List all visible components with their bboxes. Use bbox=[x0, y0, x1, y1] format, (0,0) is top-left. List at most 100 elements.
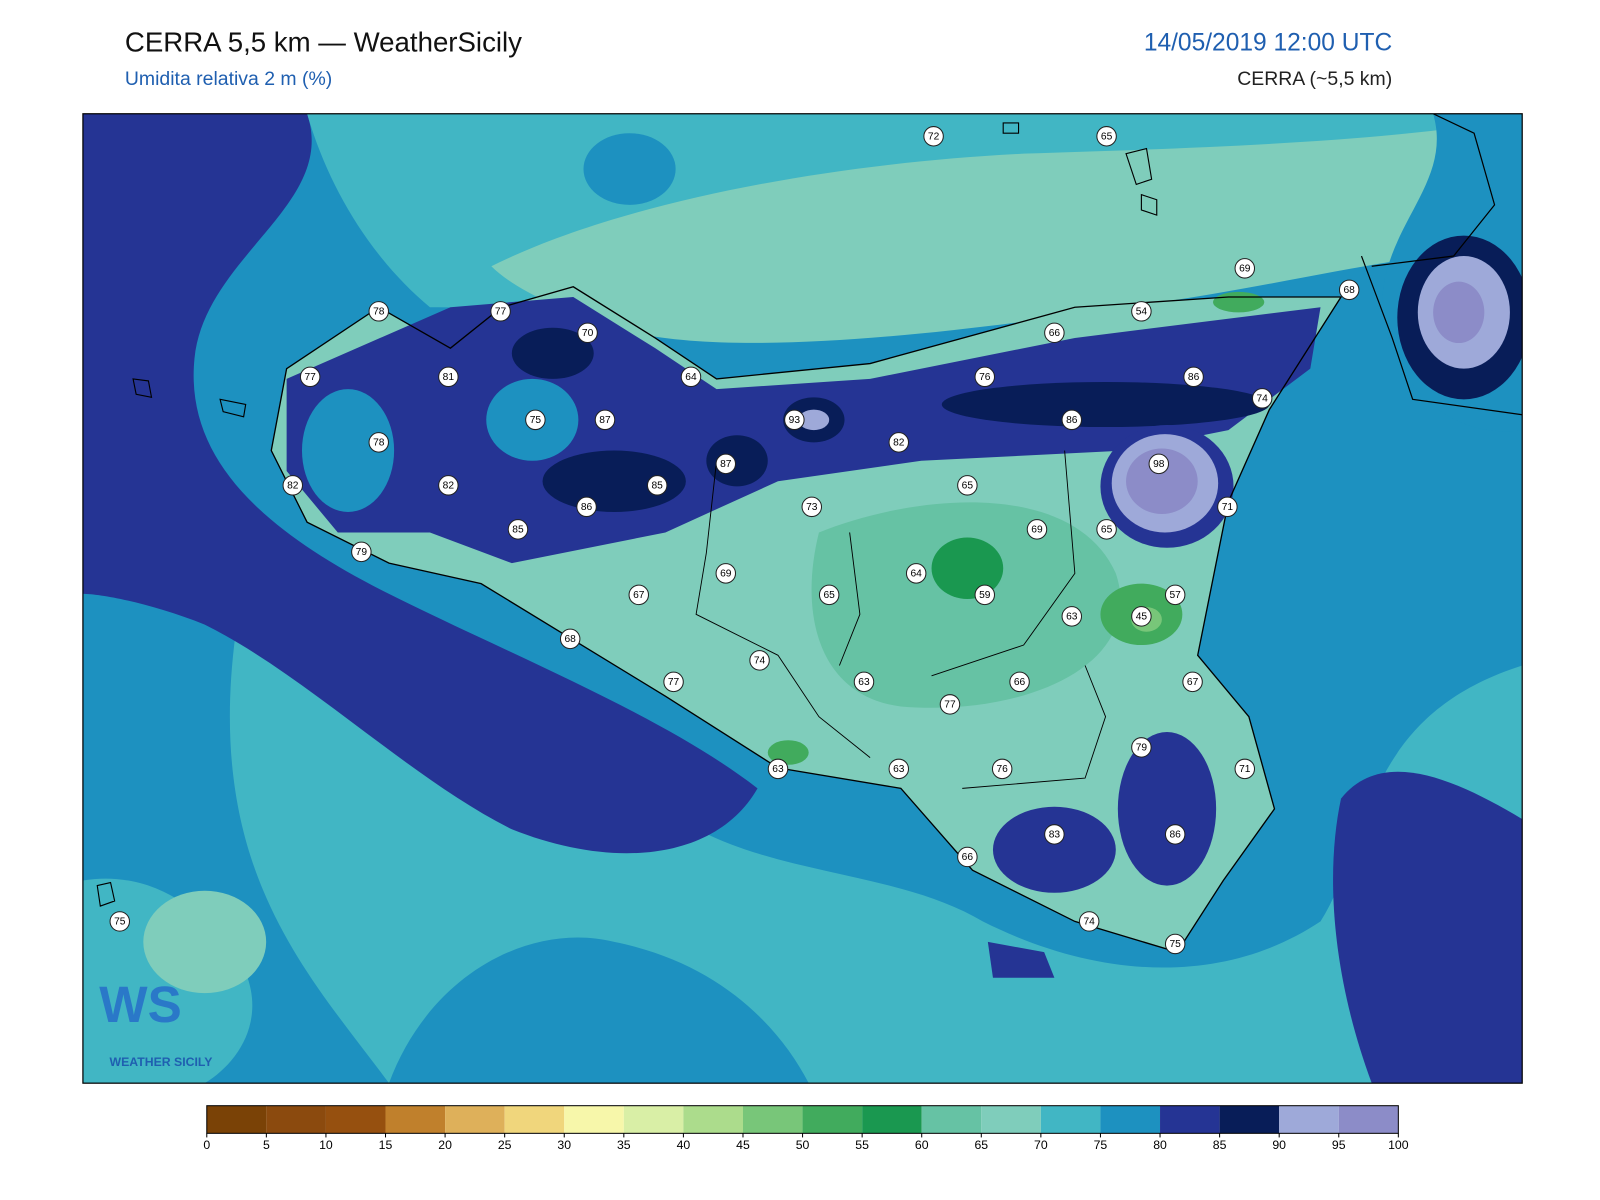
colorbar-segment bbox=[504, 1105, 565, 1134]
colorbar-segment bbox=[981, 1105, 1041, 1134]
station-value: 66 bbox=[1049, 328, 1061, 339]
station-marker bbox=[109, 911, 131, 932]
station-value: 74 bbox=[1257, 394, 1269, 405]
station-marker bbox=[939, 694, 961, 715]
island-outline bbox=[96, 122, 1158, 907]
station-marker bbox=[767, 758, 789, 780]
station-marker bbox=[749, 650, 770, 671]
colorbar-tick-label: 30 bbox=[557, 1138, 571, 1152]
field-80-85 bbox=[1333, 771, 1523, 1084]
station-value: 82 bbox=[287, 481, 299, 492]
station-marker bbox=[628, 584, 650, 606]
model-label: CERRA (~5,5 km) bbox=[1237, 68, 1392, 90]
field-75-80 bbox=[301, 389, 395, 512]
colorbar-tick-label: 0 bbox=[203, 1138, 210, 1152]
station-value: 75 bbox=[114, 917, 126, 928]
station-marker bbox=[1164, 584, 1186, 606]
station-marker bbox=[801, 496, 823, 518]
station-value: 69 bbox=[720, 569, 732, 580]
province-border bbox=[695, 450, 1107, 789]
colorbar-tick-label: 80 bbox=[1153, 1138, 1167, 1152]
station-marker bbox=[1234, 758, 1256, 780]
colorbar-tick-label: 70 bbox=[1034, 1138, 1048, 1152]
station-value: 76 bbox=[979, 372, 991, 383]
colorbar-segment bbox=[683, 1105, 743, 1134]
station-marker bbox=[1217, 496, 1238, 518]
colorbar-tick-label: 50 bbox=[796, 1138, 810, 1152]
station-marker bbox=[957, 846, 978, 868]
field-85-90 bbox=[511, 327, 594, 379]
station-value: 75 bbox=[530, 415, 542, 426]
station-marker bbox=[715, 563, 737, 584]
colorbar-segment bbox=[802, 1105, 863, 1134]
station-marker bbox=[888, 432, 910, 453]
colorbar-tick-label: 15 bbox=[379, 1138, 393, 1152]
field-80-85 bbox=[1117, 732, 1217, 886]
station-value: 59 bbox=[979, 590, 991, 601]
station-value: 82 bbox=[893, 438, 905, 449]
station-value: 63 bbox=[772, 764, 784, 775]
coastline bbox=[1360, 255, 1523, 416]
map bbox=[82, 113, 1523, 1084]
station-value: 93 bbox=[789, 415, 801, 426]
coastline bbox=[1371, 113, 1496, 267]
station-value: 67 bbox=[633, 590, 645, 601]
colorbar-segment bbox=[564, 1105, 624, 1134]
colorbar-segment bbox=[1219, 1105, 1280, 1134]
station-marker bbox=[1251, 388, 1273, 409]
station-value: 64 bbox=[685, 372, 697, 383]
station-marker bbox=[1078, 911, 1100, 932]
colorbar-tick-label: 90 bbox=[1272, 1138, 1286, 1152]
station-marker bbox=[1164, 933, 1186, 955]
station-value: 77 bbox=[944, 700, 956, 711]
colorbar-segment bbox=[862, 1105, 922, 1134]
colorbar-tick-label: 75 bbox=[1094, 1138, 1108, 1152]
colorbar-segment bbox=[206, 1105, 267, 1134]
station-value: 79 bbox=[1136, 743, 1148, 754]
station-value: 70 bbox=[582, 328, 594, 339]
colorbar: 0 5 10 15 20 25 30 35 40 45 50 55 60 65 70 75 80 85 90 95 10… bbox=[203, 1105, 1409, 1152]
station-marker bbox=[1131, 737, 1152, 758]
station-marker bbox=[282, 475, 304, 496]
station-marker bbox=[299, 366, 321, 388]
field-65-70 bbox=[143, 890, 267, 994]
station-value: 69 bbox=[1031, 525, 1043, 536]
station-value: 65 bbox=[1101, 131, 1113, 142]
station-marker bbox=[1131, 301, 1152, 322]
field-55-60 bbox=[931, 537, 1004, 599]
station-value: 69 bbox=[1239, 264, 1251, 275]
station-marker bbox=[438, 366, 459, 388]
subtitle: Umidita relativa 2 m (%) bbox=[125, 68, 332, 90]
station-value: 77 bbox=[668, 677, 680, 688]
station-value: 54 bbox=[1136, 307, 1148, 318]
station-marker bbox=[507, 519, 529, 540]
station-marker bbox=[351, 541, 372, 563]
station-marker bbox=[559, 628, 581, 650]
station-marker bbox=[1148, 453, 1170, 475]
colorbar-tick-label: 25 bbox=[498, 1138, 512, 1152]
field-50-55 bbox=[1213, 291, 1265, 313]
station-marker bbox=[957, 475, 978, 496]
station-marker bbox=[1061, 606, 1083, 627]
station-value: 78 bbox=[373, 438, 385, 449]
station-value: 85 bbox=[512, 525, 524, 536]
station-marker bbox=[1026, 519, 1048, 540]
station-marker bbox=[1061, 409, 1083, 431]
station-layer: 72 65 69 68 54 66 78 77 70 64 76 86 74 77 81 75 87 93 82 86… bbox=[109, 126, 1360, 955]
station-value: 71 bbox=[1222, 502, 1234, 513]
field-95-100 bbox=[1126, 448, 1198, 515]
field-65-70 bbox=[491, 117, 1523, 343]
station-value: 45 bbox=[1136, 612, 1148, 623]
station-value: 77 bbox=[304, 372, 316, 383]
colorbar-segment bbox=[325, 1105, 386, 1134]
colorbar-tick-label: 5 bbox=[263, 1138, 270, 1152]
station-marker bbox=[923, 126, 944, 147]
datetime: 14/05/2019 12:00 UTC bbox=[1144, 30, 1392, 57]
station-value: 66 bbox=[962, 852, 974, 863]
field-85-90 bbox=[542, 450, 686, 512]
station-value: 85 bbox=[652, 481, 664, 492]
station-value: 67 bbox=[1187, 677, 1199, 688]
station-value: 74 bbox=[1083, 917, 1095, 928]
station-value: 86 bbox=[1169, 830, 1181, 841]
field-85-90 bbox=[941, 381, 1270, 427]
